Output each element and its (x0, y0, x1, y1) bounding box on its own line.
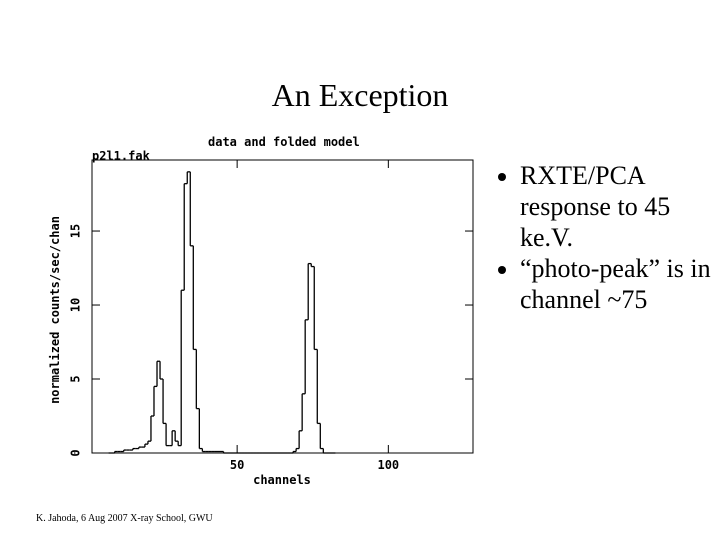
bullet: RXTE/PCA response to 45 ke.V. (520, 160, 715, 253)
plot-frame (91, 159, 474, 454)
chart-title: data and folded model (208, 135, 360, 149)
bullet-box: RXTE/PCA response to 45 ke.V. “photo-pea… (490, 160, 715, 390)
y-tick-label: 15 (69, 224, 83, 238)
y-tick-label: 10 (69, 298, 83, 312)
y-tick-label: 5 (69, 375, 83, 382)
y-tick-label: 0 (69, 449, 83, 456)
y-axis-label: normalized counts/sec/chan (48, 216, 62, 404)
x-tick-label: 100 (377, 458, 399, 472)
footer: K. Jahoda, 6 Aug 2007 X-ray School, GWU (36, 513, 213, 524)
x-tick-label: 50 (230, 458, 244, 472)
x-axis-label: channels (253, 473, 311, 487)
bullet-list: RXTE/PCA response to 45 ke.V. “photo-pea… (490, 160, 715, 315)
chart-subtitle: p2l1.fak (92, 149, 151, 163)
bullet: “photo-peak” is in channel ~75 (520, 253, 715, 315)
slide-title: An Exception (272, 77, 449, 113)
